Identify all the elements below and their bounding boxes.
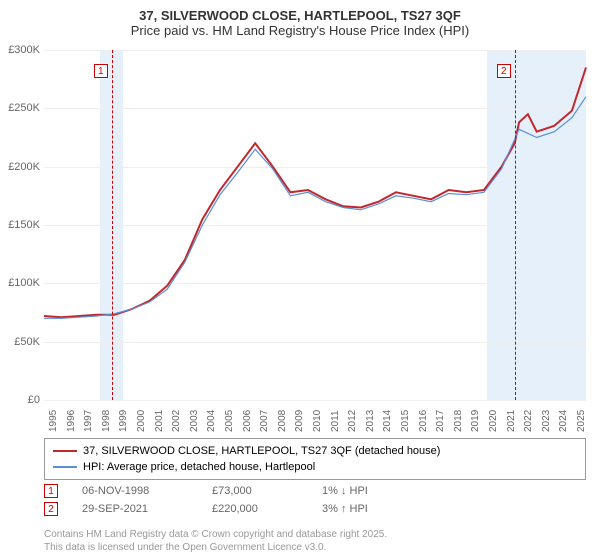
transaction-table: 1 06-NOV-1998 £73,000 1% ↓ HPI 2 29-SEP-…	[44, 482, 402, 518]
footer: Contains HM Land Registry data © Crown c…	[44, 528, 387, 554]
x-axis-label: 2015	[400, 410, 411, 432]
x-axis-label: 2024	[558, 410, 569, 432]
tx-vline	[112, 50, 113, 400]
x-axis-label: 2008	[277, 410, 288, 432]
x-axis-label: 1998	[101, 410, 112, 432]
tx-date: 06-NOV-1998	[82, 485, 212, 497]
x-axis-label: 2017	[435, 410, 446, 432]
series-line	[44, 68, 586, 318]
legend-swatch	[53, 450, 77, 452]
gridline	[44, 400, 586, 401]
chart-container: 37, SILVERWOOD CLOSE, HARTLEPOOL, TS27 3…	[0, 0, 600, 560]
x-axis-label: 2010	[312, 410, 323, 432]
transaction-row: 2 29-SEP-2021 £220,000 3% ↑ HPI	[44, 500, 402, 518]
x-axis-label: 2018	[453, 410, 464, 432]
x-axis-label: 2014	[382, 410, 393, 432]
legend-label: HPI: Average price, detached house, Hart…	[83, 461, 315, 473]
x-axis-label: 2002	[171, 410, 182, 432]
x-axis-label: 2021	[506, 410, 517, 432]
tx-marker: 1	[44, 484, 58, 498]
chart-lines	[44, 50, 586, 400]
transaction-row: 1 06-NOV-1998 £73,000 1% ↓ HPI	[44, 482, 402, 500]
chart-subtitle: Price paid vs. HM Land Registry's House …	[0, 23, 600, 44]
x-axis-label: 2025	[576, 410, 587, 432]
legend: 37, SILVERWOOD CLOSE, HARTLEPOOL, TS27 3…	[44, 438, 586, 480]
x-axis-label: 2001	[154, 410, 165, 432]
tx-date: 29-SEP-2021	[82, 503, 212, 515]
x-axis-label: 2013	[365, 410, 376, 432]
x-axis-label: 2016	[418, 410, 429, 432]
legend-row: 37, SILVERWOOD CLOSE, HARTLEPOOL, TS27 3…	[53, 443, 577, 459]
tx-marker: 1	[94, 64, 108, 78]
tx-delta: 1% ↓ HPI	[322, 485, 402, 497]
y-axis-label: £100K	[0, 277, 40, 289]
tx-price: £220,000	[212, 503, 322, 515]
x-axis-label: 2023	[541, 410, 552, 432]
x-axis-label: 2011	[330, 410, 341, 432]
y-axis-label: £250K	[0, 102, 40, 114]
tx-vline	[515, 50, 516, 400]
x-axis-label: 2022	[523, 410, 534, 432]
footer-line: This data is licensed under the Open Gov…	[44, 541, 387, 554]
x-axis-label: 2009	[294, 410, 305, 432]
plot-area: 12	[44, 50, 586, 400]
tx-marker: 2	[44, 502, 58, 516]
x-axis-label: 1995	[48, 410, 59, 432]
x-axis-label: 1996	[66, 410, 77, 432]
y-axis-label: £300K	[0, 44, 40, 56]
y-axis-label: £50K	[0, 336, 40, 348]
footer-line: Contains HM Land Registry data © Crown c…	[44, 528, 387, 541]
tx-price: £73,000	[212, 485, 322, 497]
y-axis-label: £0	[0, 394, 40, 406]
legend-label: 37, SILVERWOOD CLOSE, HARTLEPOOL, TS27 3…	[83, 445, 440, 457]
legend-row: HPI: Average price, detached house, Hart…	[53, 459, 577, 475]
y-axis-label: £200K	[0, 161, 40, 173]
tx-marker: 2	[497, 64, 511, 78]
x-axis-label: 2012	[347, 410, 358, 432]
tx-delta: 3% ↑ HPI	[322, 503, 402, 515]
chart-title: 37, SILVERWOOD CLOSE, HARTLEPOOL, TS27 3…	[0, 0, 600, 23]
x-axis-label: 2019	[470, 410, 481, 432]
x-axis-label: 1999	[118, 410, 129, 432]
legend-swatch	[53, 466, 77, 468]
x-axis-label: 2005	[224, 410, 235, 432]
x-axis-label: 2000	[136, 410, 147, 432]
x-axis-label: 1997	[83, 410, 94, 432]
x-axis-label: 2020	[488, 410, 499, 432]
x-axis-label: 2003	[189, 410, 200, 432]
y-axis-label: £150K	[0, 219, 40, 231]
x-axis-label: 2007	[259, 410, 270, 432]
series-line	[44, 97, 586, 319]
x-axis-label: 2004	[206, 410, 217, 432]
x-axis-label: 2006	[242, 410, 253, 432]
